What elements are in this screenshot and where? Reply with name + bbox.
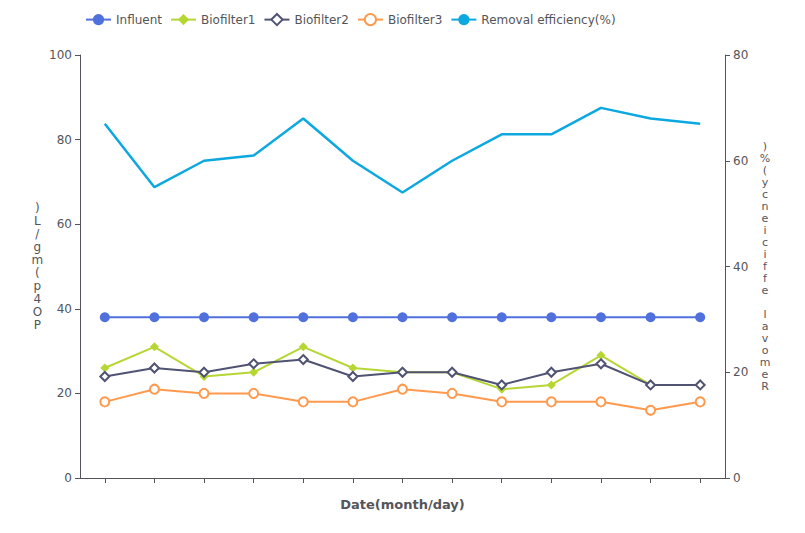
svg-text:l: l bbox=[763, 308, 767, 321]
svg-text:f: f bbox=[763, 272, 767, 285]
svg-text:60: 60 bbox=[57, 217, 72, 231]
svg-text:e: e bbox=[761, 284, 769, 297]
svg-text:n: n bbox=[761, 200, 769, 213]
svg-text:O: O bbox=[33, 305, 42, 319]
svg-text:v: v bbox=[761, 332, 769, 345]
svg-text:Date(month/day): Date(month/day) bbox=[340, 497, 465, 512]
svg-text:R: R bbox=[761, 380, 769, 393]
svg-text:m: m bbox=[31, 253, 43, 267]
svg-text:(: ( bbox=[35, 266, 40, 280]
svg-text:40: 40 bbox=[57, 302, 72, 316]
svg-text:Influent: Influent bbox=[116, 13, 162, 27]
svg-text:o: o bbox=[761, 344, 769, 357]
svg-text:60: 60 bbox=[733, 154, 748, 168]
svg-text:L: L bbox=[34, 214, 41, 228]
svg-text:/: / bbox=[35, 227, 40, 241]
svg-text:a: a bbox=[761, 320, 769, 333]
svg-text:g: g bbox=[34, 240, 42, 254]
svg-text:m: m bbox=[759, 356, 771, 369]
svg-text:Removal efficiency(%): Removal efficiency(%) bbox=[481, 13, 615, 27]
svg-text:80: 80 bbox=[57, 133, 72, 147]
svg-text:20: 20 bbox=[733, 365, 748, 379]
svg-text:c: c bbox=[762, 188, 768, 201]
svg-text:P: P bbox=[34, 318, 41, 332]
svg-text:100: 100 bbox=[49, 48, 72, 62]
svg-text:0: 0 bbox=[64, 471, 72, 485]
svg-text:Biofilter1: Biofilter1 bbox=[201, 13, 255, 27]
svg-text:80: 80 bbox=[733, 48, 748, 62]
svg-text:p: p bbox=[34, 279, 42, 293]
svg-text:20: 20 bbox=[57, 386, 72, 400]
svg-text:e: e bbox=[761, 212, 769, 225]
svg-text:i: i bbox=[763, 224, 767, 237]
svg-text:40: 40 bbox=[733, 260, 748, 274]
svg-text:e: e bbox=[761, 368, 769, 381]
svg-text:0: 0 bbox=[733, 471, 741, 485]
svg-text:Biofilter2: Biofilter2 bbox=[294, 13, 348, 27]
svg-text:Biofilter3: Biofilter3 bbox=[388, 13, 442, 27]
svg-text:i: i bbox=[763, 248, 767, 261]
svg-text:f: f bbox=[763, 260, 767, 273]
svg-text:c: c bbox=[762, 236, 768, 249]
svg-text:y: y bbox=[761, 176, 769, 189]
svg-text:): ) bbox=[35, 201, 40, 215]
svg-text:4: 4 bbox=[34, 292, 42, 306]
